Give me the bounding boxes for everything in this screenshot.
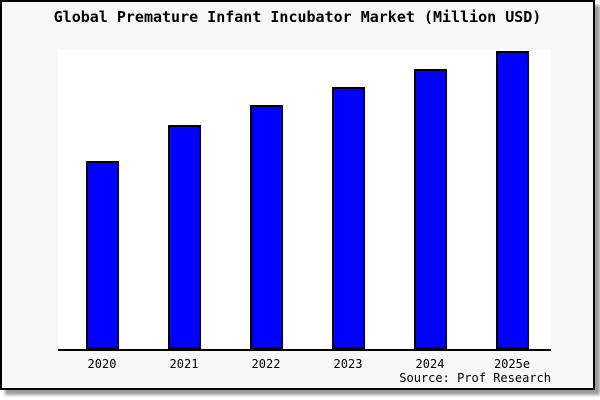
x-tick-label-2023: 2023: [333, 357, 363, 371]
chart-title: Global Premature Infant Incubator Market…: [53, 8, 542, 26]
bar-2025e: [496, 51, 529, 349]
x-tick-label-2020: 2020: [87, 357, 117, 371]
bar-2024: [414, 69, 447, 349]
bar-2023: [332, 87, 365, 349]
plot-area: [58, 50, 551, 351]
chart-panel: Global Premature Infant Incubator Market…: [0, 0, 595, 390]
x-tick-label-2025e: 2025e: [493, 357, 531, 371]
x-tick-label-2024: 2024: [415, 357, 445, 371]
source-credit: Source: Prof Research: [399, 371, 551, 385]
bar-2021: [168, 125, 201, 349]
bar-2022: [250, 105, 283, 349]
x-tick-label-2022: 2022: [251, 357, 281, 371]
x-tick-label-2021: 2021: [169, 357, 199, 371]
bar-2020: [86, 161, 119, 349]
